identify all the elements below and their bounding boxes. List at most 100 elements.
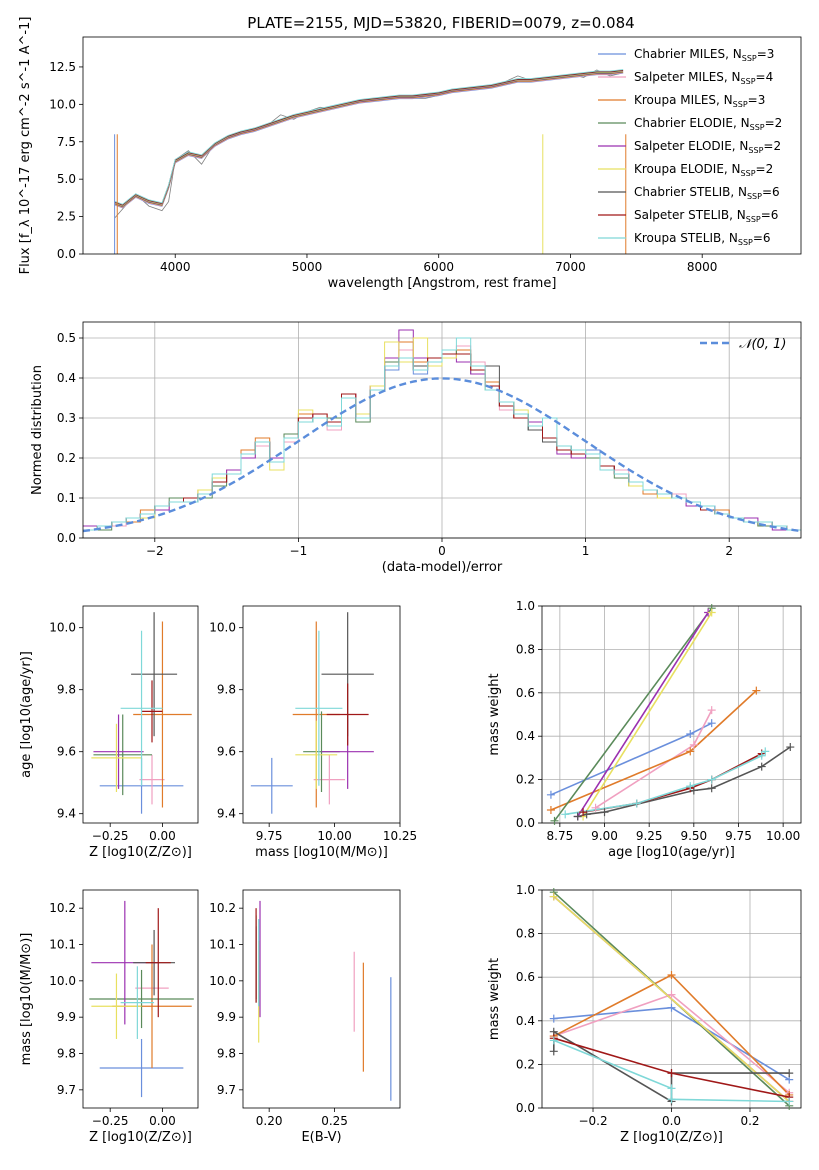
mass-weight-marker <box>667 1095 676 1104</box>
mass-weight-marker <box>591 803 600 812</box>
spectrum-model-line <box>114 69 624 206</box>
mass-weight-marker <box>707 608 716 617</box>
x-tick-label: 1 <box>582 544 590 558</box>
mass-weight-marker <box>667 1003 676 1012</box>
mass-weight-marker <box>785 1069 794 1078</box>
x-tick-label: −0.25 <box>92 1114 129 1128</box>
y-tick-label: 9.4 <box>57 807 76 821</box>
mass-weight-marker <box>757 762 766 771</box>
normal-reference-curve <box>83 377 801 533</box>
y-tick-label: 9.9 <box>217 1010 236 1024</box>
y-tick-label: 0.8 <box>516 642 535 656</box>
y-tick-label: 0.3 <box>57 411 76 425</box>
y-axis-label: mass [log10(M/M⊙)] <box>19 933 34 1066</box>
y-tick-label: 0.2 <box>57 451 76 465</box>
axes-frame <box>82 36 802 255</box>
y-tick-label: 0.4 <box>516 729 535 743</box>
axes-frame <box>82 321 802 539</box>
axes-layer: 4000 5000 6000 7000 80000.02.55.07.510.012.5… <box>18 17 802 1145</box>
x-tick-label: 10.00 <box>766 829 800 843</box>
mass-weight-marker <box>689 740 698 749</box>
y-tick-label: 9.8 <box>57 1047 76 1061</box>
legend-entry: Salpeter MILES, NSSP=4 <box>634 70 773 86</box>
x-tick-label: −2 <box>146 544 164 558</box>
axes-frame <box>242 605 401 824</box>
mass-weight-marker <box>761 747 770 756</box>
x-tick-label: 8.75 <box>547 829 574 843</box>
y-tick-label: 9.4 <box>217 807 236 821</box>
y-axis-label: age [log10(age/yr)] <box>19 651 34 778</box>
spectrum-model-line <box>114 72 624 209</box>
y-tick-label: 10.0 <box>49 974 76 988</box>
figure-title: PLATE=2155, MJD=53820, FIBERID=0079, z=0… <box>247 14 634 32</box>
x-tick-label: 0.20 <box>256 1114 283 1128</box>
mass-weight-marker <box>707 775 716 784</box>
legend-entry: Chabrier MILES, NSSP=3 <box>634 47 774 63</box>
x-tick-label: 9.75 <box>725 829 752 843</box>
x-tick-label: 6000 <box>423 260 454 274</box>
panel-7: 0.20 0.25 9.7 9.8 9.9 10.0 10.1 10.2 E(B-V) <box>209 889 401 1145</box>
y-tick-label: 10.2 <box>49 901 76 915</box>
mass-weight-marker <box>785 1097 794 1106</box>
y-tick-label: 10.0 <box>49 97 76 111</box>
x-tick-label: 5000 <box>292 260 323 274</box>
y-tick-label: 9.7 <box>57 1083 76 1097</box>
mass-weight-marker <box>707 719 716 728</box>
mass-weight-marker <box>686 782 695 791</box>
mass-weight-marker <box>686 730 695 739</box>
plot-area <box>550 607 791 822</box>
x-tick-label: 4000 <box>160 260 191 274</box>
y-axis-label: Normed distribution <box>30 365 45 495</box>
mass-weight-line <box>582 612 713 817</box>
mass-weight-marker <box>667 1084 676 1093</box>
y-tick-label: 0.6 <box>516 970 535 984</box>
panel-3: −0.25 0.00 9.4 9.6 9.8 10.0 Z [log10(Z/Z⊙)] age… <box>19 605 199 860</box>
mass-weight-marker <box>786 743 795 752</box>
plot-area <box>114 69 627 254</box>
mass-weight-marker <box>686 747 695 756</box>
y-tick-label: 10.1 <box>49 938 76 952</box>
mass-weight-marker <box>561 810 570 819</box>
plot-area <box>250 612 374 814</box>
y-tick-label: 2.5 <box>57 210 76 224</box>
axes-frame <box>541 889 802 1109</box>
y-tick-label: 0.8 <box>516 927 535 941</box>
y-tick-label: 10.1 <box>209 938 236 952</box>
y-tick-label: 10.2 <box>209 901 236 915</box>
x-tick-label: 9.25 <box>636 829 663 843</box>
x-tick-label: 0.00 <box>149 829 176 843</box>
spectrum-model-line <box>114 70 624 207</box>
x-tick-label: 9.00 <box>591 829 618 843</box>
x-axis-label: mass [log10(M/M⊙)] <box>255 845 388 860</box>
x-tick-label: −0.25 <box>92 829 129 843</box>
y-tick-label: 9.7 <box>217 1083 236 1097</box>
x-tick-label: 9.50 <box>680 829 707 843</box>
legend-entry: 𝒩(0, 1) <box>739 337 786 352</box>
mass-weight-marker <box>667 1069 676 1078</box>
y-tick-label: 5.0 <box>57 172 76 186</box>
x-tick-label: 10.25 <box>383 829 417 843</box>
y-tick-label: 1.0 <box>516 599 535 613</box>
legend-entry: Chabrier STELIB, NSSP=6 <box>634 185 780 201</box>
y-tick-label: 9.8 <box>217 683 236 697</box>
x-axis-label: Z [log10(Z/Z⊙)] <box>620 1130 723 1145</box>
mass-weight-marker <box>707 706 716 715</box>
mass-weight-marker <box>667 971 676 980</box>
mass-weight-marker <box>550 816 559 825</box>
y-tick-label: 0.0 <box>516 816 535 830</box>
spectrum-model-line <box>114 71 624 208</box>
legend-entry: Salpeter STELIB, NSSP=6 <box>634 208 778 224</box>
axes-frame <box>82 605 199 824</box>
y-tick-label: 0.4 <box>57 371 76 385</box>
y-tick-label: 0.0 <box>516 1101 535 1115</box>
x-axis-label: Z [log10(Z/Z⊙)] <box>89 1130 192 1145</box>
mass-weight-marker <box>546 790 555 799</box>
panel-4: 9.75 10.00 10.25 9.4 9.6 9.8 10.0 mass [log10(M… <box>209 605 417 860</box>
x-tick-label: 0.25 <box>321 1114 348 1128</box>
mass-weight-line <box>582 752 763 813</box>
y-tick-label: 0.1 <box>57 491 76 505</box>
panel-2: −2 −1 0 1 2 0.0 0.1 0.2 0.3 0.4 0.5 (data-model)/er… <box>30 321 802 575</box>
y-tick-label: 9.8 <box>217 1047 236 1061</box>
spectrum-model-line <box>114 70 624 206</box>
